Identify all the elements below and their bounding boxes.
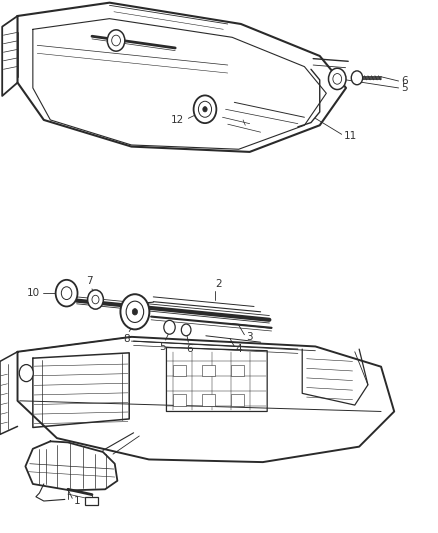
Text: 3: 3 [246,332,253,342]
Text: 5: 5 [401,83,407,93]
Circle shape [112,35,120,46]
Circle shape [19,365,33,382]
Bar [231,394,244,406]
Circle shape [61,287,72,300]
Circle shape [132,309,138,315]
Text: 7: 7 [86,276,93,286]
Circle shape [333,74,342,84]
Circle shape [203,107,207,112]
Circle shape [92,295,99,304]
Circle shape [328,68,346,90]
Circle shape [164,320,175,334]
Circle shape [351,71,363,85]
Text: 8: 8 [123,334,130,344]
Text: 5: 5 [159,342,166,352]
Bar [231,365,244,376]
Circle shape [88,290,103,309]
Circle shape [120,294,149,329]
Text: 6: 6 [401,76,407,86]
Circle shape [181,324,191,336]
Text: 6: 6 [186,344,193,354]
Circle shape [194,95,216,123]
Bar [85,497,98,505]
Bar [173,394,186,406]
Text: 11: 11 [344,131,357,141]
Text: 1: 1 [74,496,80,506]
Bar [202,365,215,376]
Circle shape [107,30,125,51]
Circle shape [126,301,144,322]
Circle shape [56,280,78,306]
Text: 12: 12 [171,115,184,125]
Circle shape [198,101,212,117]
Text: 4: 4 [236,344,242,353]
Text: 10: 10 [27,288,40,298]
Bar [173,365,186,376]
Text: 2: 2 [215,279,222,289]
Bar [202,394,215,406]
